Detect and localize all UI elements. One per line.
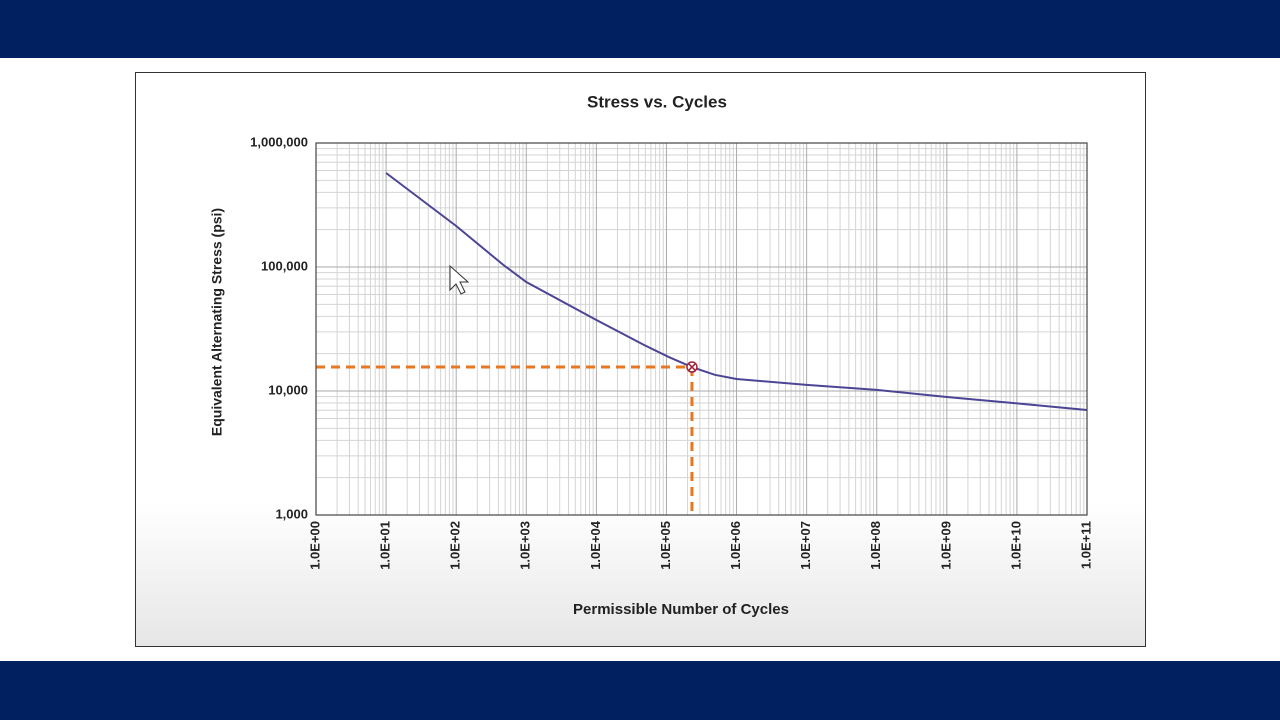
- plot-border: [315, 142, 1088, 516]
- y-tick-label: 100,000: [261, 258, 308, 273]
- top-banner: [0, 0, 1280, 58]
- y-tick-label: 10,000: [268, 382, 308, 397]
- x-tick-label: 1.0E+06: [728, 521, 743, 570]
- x-tick-label: 1.0E+03: [518, 521, 533, 570]
- plot-area: [316, 143, 1087, 515]
- mouse-cursor: [449, 264, 470, 295]
- y-tick-label: 1,000,000: [250, 134, 308, 149]
- x-tick-label: 1.0E+11: [1078, 521, 1093, 569]
- y-tick-label: 1,000: [275, 506, 308, 521]
- x-tick-label: 1.0E+08: [868, 521, 883, 570]
- x-tick-label: 1.0E+09: [938, 521, 953, 570]
- x-axis-label: Permissible Number of Cycles: [573, 601, 789, 618]
- x-tick-label: 1.0E+00: [307, 521, 322, 570]
- y-axis-label: Equivalent Alternating Stress (psi): [209, 208, 225, 436]
- x-tick-label: 1.0E+10: [1008, 521, 1023, 570]
- x-tick-label: 1.0E+02: [448, 521, 463, 570]
- highlight-cross: [688, 363, 696, 371]
- x-tick-label: 1.0E+05: [658, 521, 673, 570]
- marks: [316, 172, 1088, 515]
- bottom-banner: [0, 661, 1280, 720]
- chart-title: Stress vs. Cycles: [587, 92, 727, 111]
- x-tick-label: 1.0E+07: [798, 521, 813, 570]
- x-tick-label: 1.0E+04: [588, 520, 603, 570]
- x-tick-label: 1.0E+01: [378, 521, 393, 570]
